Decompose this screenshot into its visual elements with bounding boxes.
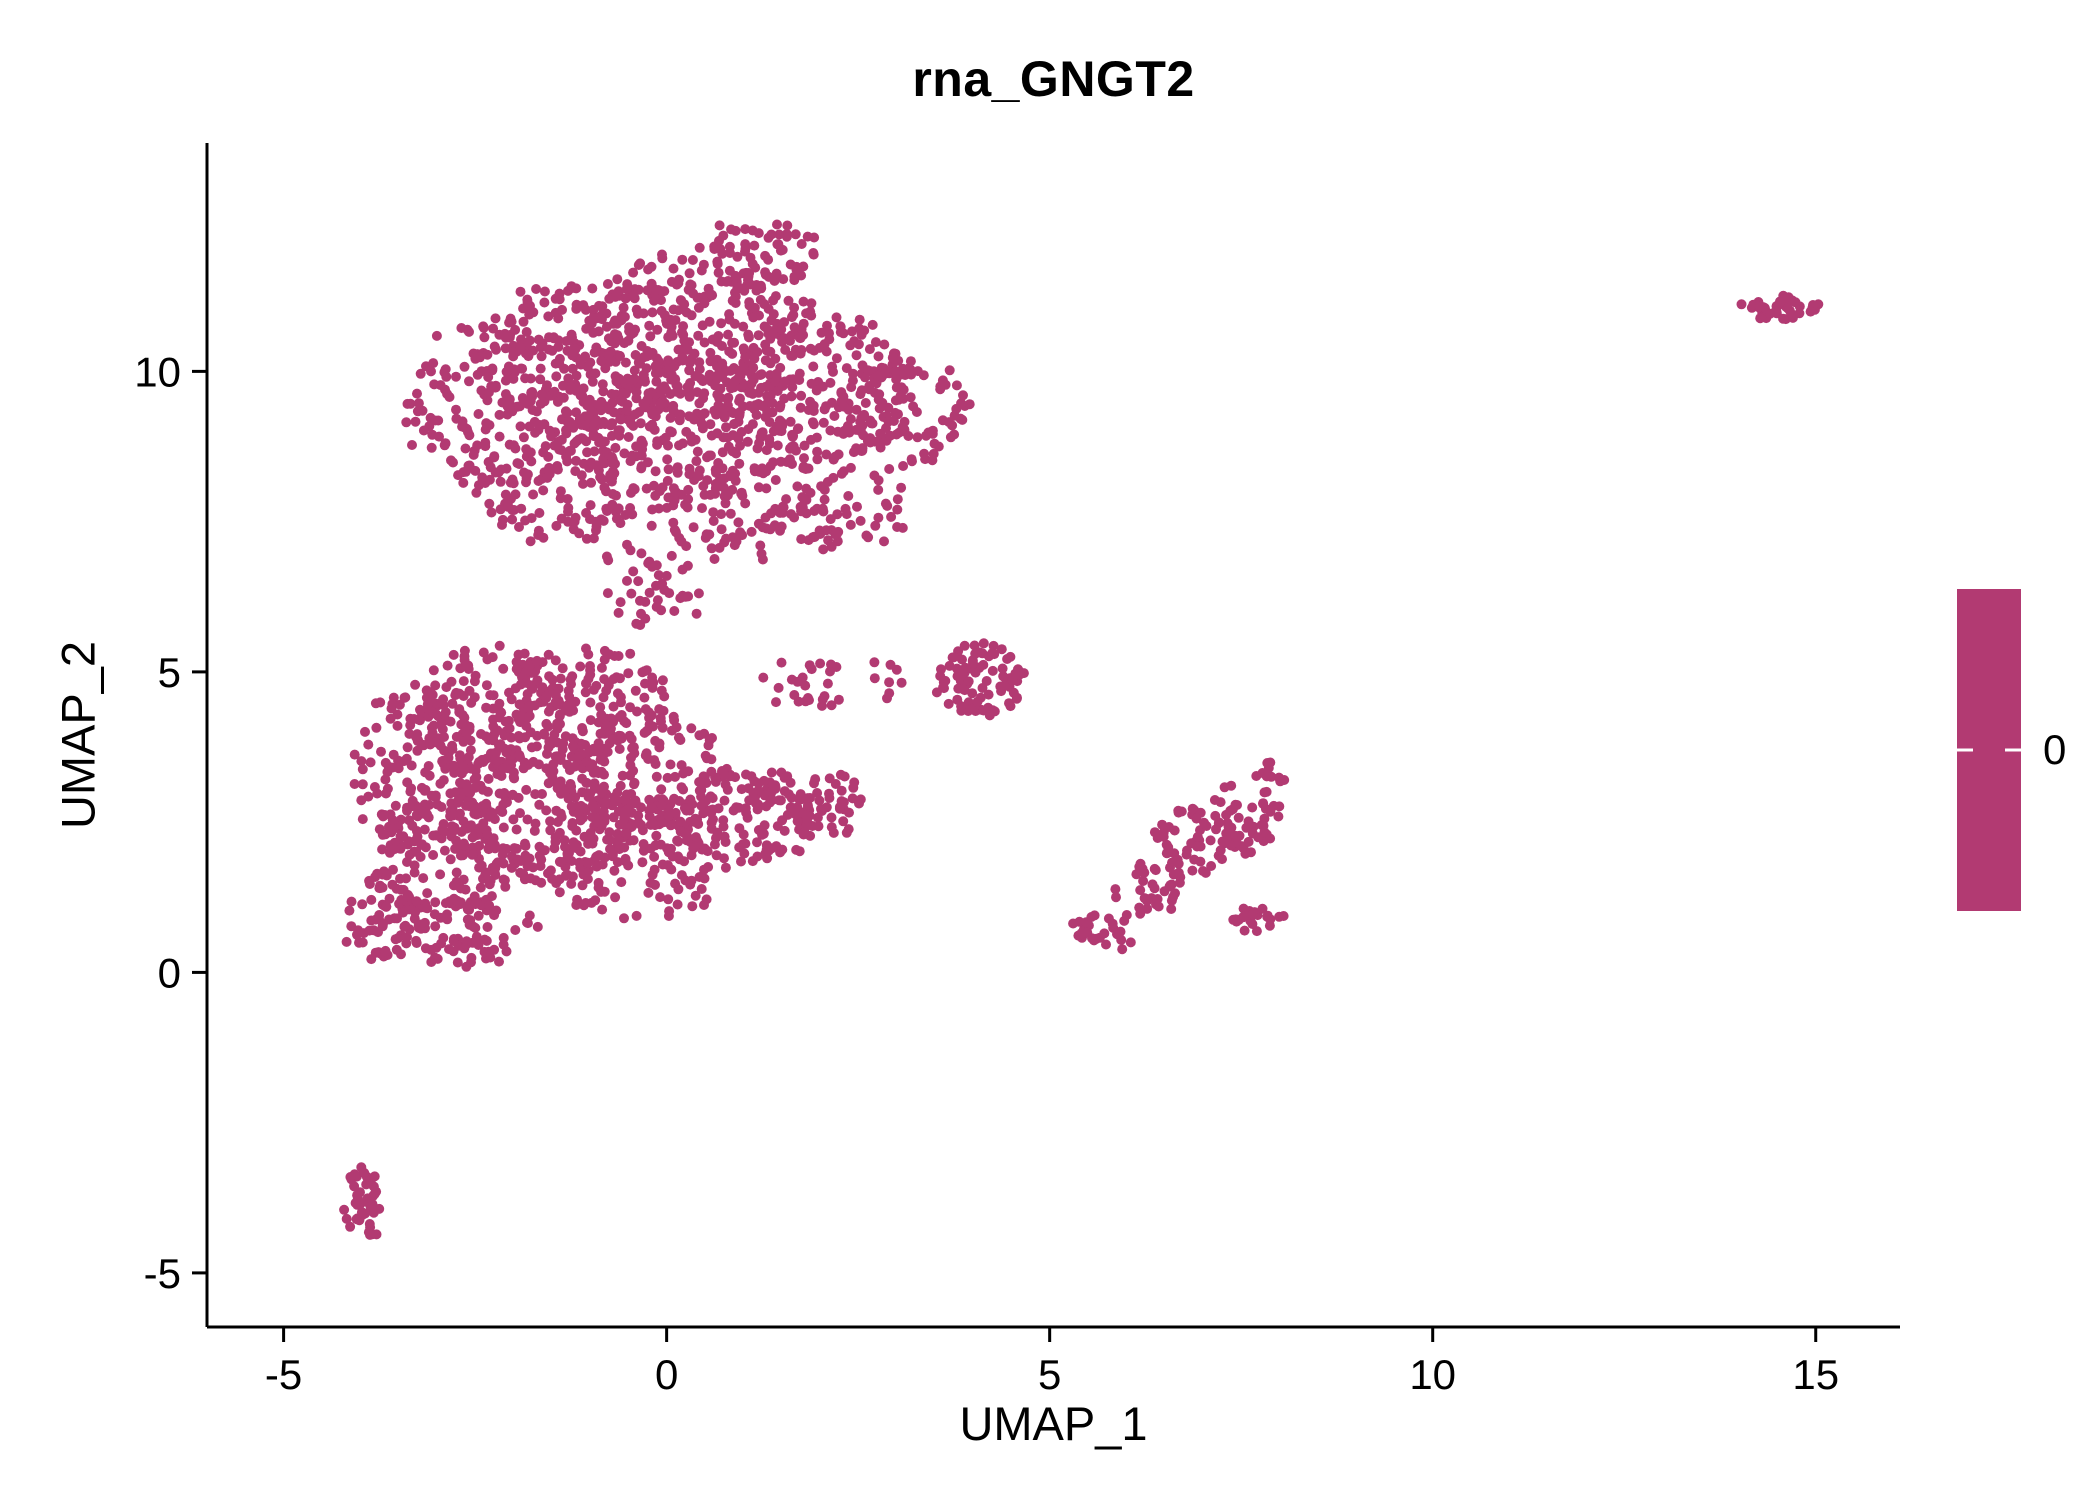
legend-colorbar xyxy=(1957,589,2021,911)
y-axis-title: UMAP_2 xyxy=(51,640,105,830)
y-tick-label: 10 xyxy=(134,348,181,395)
x-tick-label: 15 xyxy=(1792,1351,1839,1398)
y-tick-label: 0 xyxy=(158,949,181,996)
legend-tick-left xyxy=(1957,748,1973,752)
x-tick-label: 0 xyxy=(655,1351,678,1398)
legend: 0 xyxy=(1957,589,2100,911)
plot-title: rna_GNGT2 xyxy=(912,51,1195,107)
x-tick-label: 10 xyxy=(1409,1351,1456,1398)
y-tick-label: 5 xyxy=(158,649,181,696)
legend-label: 0 xyxy=(2043,726,2067,773)
y-tick-label: -5 xyxy=(144,1250,181,1297)
x-tick-label: 5 xyxy=(1038,1351,1061,1398)
x-tick-label: -5 xyxy=(265,1351,302,1398)
x-axis-title: UMAP_1 xyxy=(959,1397,1148,1450)
legend-tick-right xyxy=(2005,748,2021,752)
scatter-points xyxy=(339,219,1824,1240)
